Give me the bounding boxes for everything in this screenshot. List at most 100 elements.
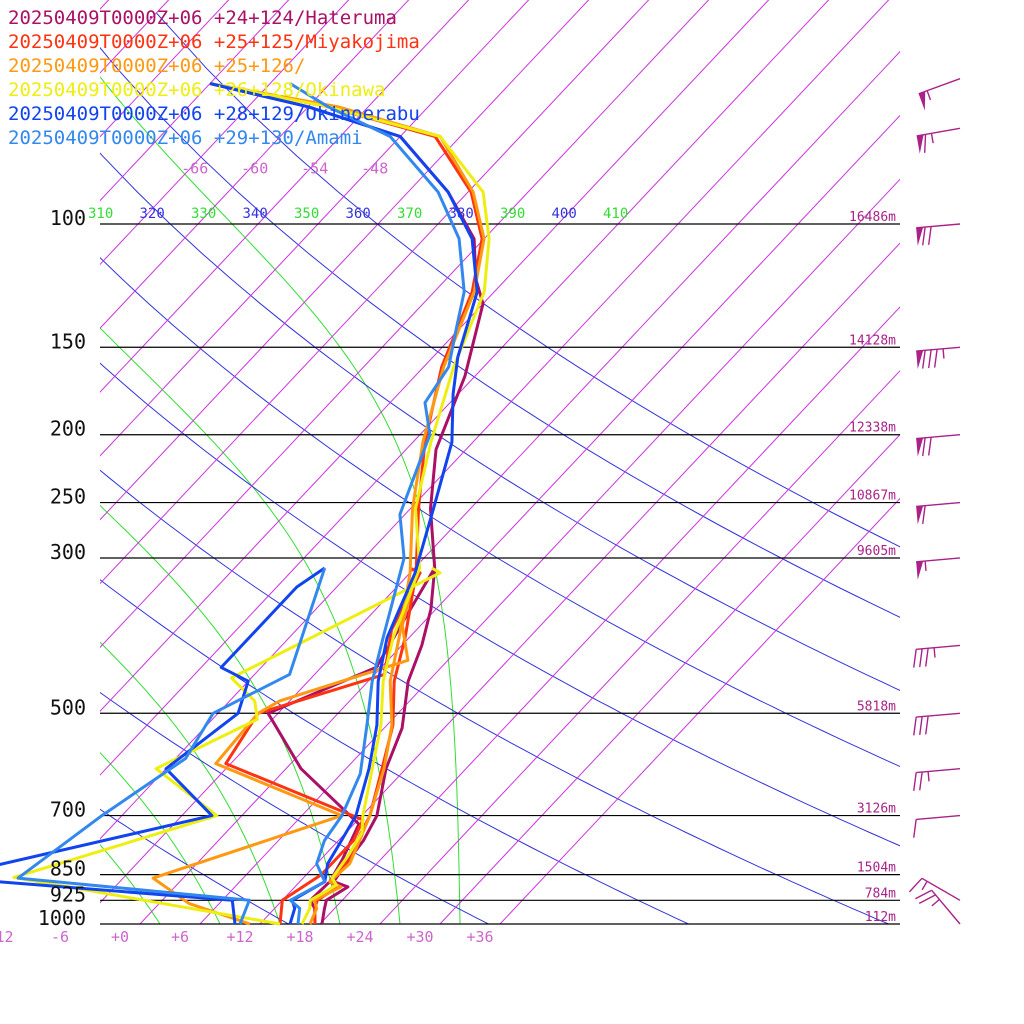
pressure-label: 1000 [38, 906, 86, 930]
height-label: 1504m [857, 861, 896, 876]
series-group [12, 82, 491, 926]
dry-adiabat-line [100, 808, 289, 924]
isotherm-line [100, 0, 410, 329]
dewpoint-line [12, 566, 442, 926]
height-label: 784m [865, 886, 896, 901]
wind-barb [913, 768, 961, 791]
wind-barb [913, 644, 961, 668]
moist-adiabat-line [100, 843, 161, 924]
wind-barb [918, 78, 961, 111]
pressure-label: 150 [50, 329, 86, 353]
wind-barb-feather [924, 134, 927, 153]
dry-adiabats [100, 12, 900, 924]
wind-barb-feather [928, 349, 932, 369]
isotherm-line [100, 0, 350, 266]
dry-adiabat-line [100, 152, 900, 691]
legend-entry: 20250409T0000Z+06 +24+124/Hateruma [8, 7, 397, 29]
temperature-tick: +36 [466, 928, 493, 946]
wind-barb-feather [913, 819, 917, 838]
wind-barb-half-feather [924, 560, 927, 571]
dewpoint-line [0, 566, 326, 925]
height-label: 12338m [849, 421, 896, 436]
wind-barb-feather [928, 226, 932, 245]
temperature-line [209, 82, 491, 925]
height-label: 112m [865, 910, 896, 925]
pressure-label: 925 [50, 882, 86, 906]
wind-barb-feather [913, 772, 917, 791]
temperature-tick: -12 [0, 928, 14, 946]
wind-barb-shaft [916, 644, 961, 650]
isotherm-line [100, 0, 230, 138]
temperature-tick: +24 [346, 928, 373, 946]
legend-entry: 20250409T0000Z+06 +25+126/ [8, 55, 305, 77]
dry-adiabat-line [100, 257, 900, 768]
wind-barb-feather [925, 648, 929, 667]
wind-barb-feather [919, 771, 923, 791]
wind-barb-feather [915, 889, 933, 900]
theta-label: 370 [397, 206, 422, 222]
wind-barb [916, 346, 961, 370]
series-group [0, 82, 479, 925]
wind-barb-feather [919, 716, 923, 735]
legend-entry: 20250409T0000Z+06 +28+129/Okinoerabu [8, 103, 420, 125]
wind-barb-feather [913, 717, 917, 736]
wind-barb-shaft [921, 877, 961, 901]
isobars [100, 223, 900, 925]
theta-label: 390 [500, 206, 525, 222]
moist-adiabats [100, 76, 461, 924]
series-group [16, 82, 466, 925]
wind-barb [916, 501, 961, 525]
theta-label: 340 [243, 206, 268, 222]
wind-barb-pennant [916, 437, 924, 457]
dry-adiabat-line [100, 46, 900, 618]
temperature-line [288, 82, 466, 925]
wind-barb-feather [928, 437, 932, 456]
pressure-label: 850 [50, 857, 86, 881]
wind-barb-feather [922, 350, 926, 369]
sounding-series [0, 82, 491, 926]
wind-barb-shaft [916, 501, 961, 508]
upper-isotherm-label: -66 [181, 160, 208, 178]
wind-barb-feather [919, 648, 923, 668]
temperature-tick: +12 [226, 928, 253, 946]
height-label: 9605m [857, 544, 896, 559]
wind-barb-pennant [916, 505, 924, 525]
wind-barb-shaft [916, 768, 961, 774]
wind-barb-shaft [916, 557, 961, 563]
dewpoint-line [224, 566, 422, 925]
upper-isotherm-label: -60 [241, 160, 268, 178]
theta-label: 350 [294, 206, 319, 222]
theta-label: 310 [88, 206, 113, 222]
isotherm-line [499, 497, 900, 924]
wind-barb-feather [925, 715, 929, 735]
wind-barb-shaft [916, 127, 961, 137]
legend-entry: 20250409T0000Z+06 +25+125/Miyakojima [8, 31, 420, 53]
dewpoint-line [16, 567, 327, 925]
wind-barb-feather [908, 877, 923, 893]
dry-adiabat-line [100, 579, 689, 924]
theta-label: 410 [603, 206, 628, 222]
wind-barb-shaft [916, 223, 961, 229]
upper-isotherm-labels: -66 -60 -54 -48 [181, 160, 388, 178]
dewpoint-line [151, 567, 419, 926]
wind-barb-pennant [918, 91, 926, 111]
isotherm-line [100, 0, 290, 202]
wind-barb-feather [933, 349, 938, 368]
pressure-label: 500 [50, 695, 86, 719]
temperature-tick: +18 [286, 928, 313, 946]
upper-isotherm-label: -48 [361, 160, 388, 178]
legend: 20250409T0000Z+06 +24+124/Hateruma202504… [8, 7, 420, 149]
wind-barb [908, 877, 961, 901]
wind-barb-half-feather [933, 647, 936, 658]
temperature-tick: +0 [111, 928, 129, 946]
wind-barb [916, 434, 961, 457]
wind-barb-half-feather [927, 771, 930, 782]
wind-barb-feather [913, 649, 917, 668]
temperature-line [209, 82, 479, 925]
wind-barb-shaft [931, 889, 961, 925]
wind-barb-feather [922, 226, 926, 246]
theta-label: 400 [552, 206, 577, 222]
theta-label: 360 [346, 206, 371, 222]
